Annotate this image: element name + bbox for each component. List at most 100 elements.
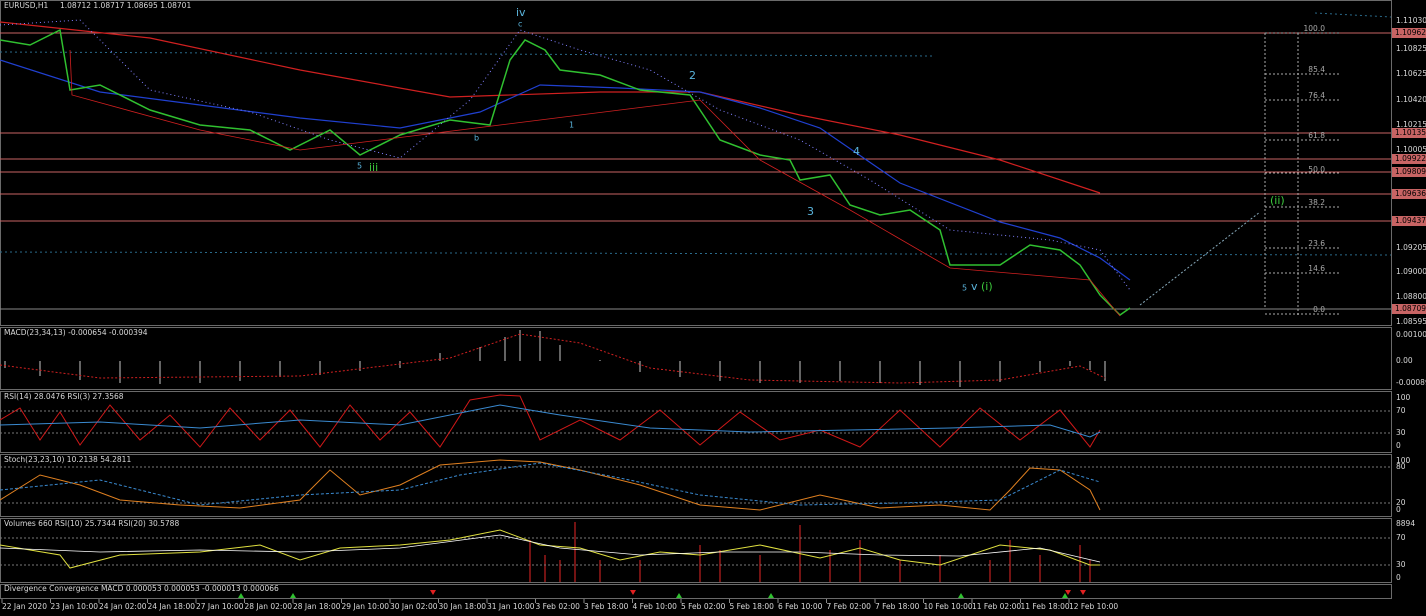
time-label: 24 Jan 18:00 (148, 602, 196, 611)
rsi-fast (0, 394, 1101, 448)
panel-scale: 8894 (1396, 519, 1415, 528)
time-label: 10 Feb 10:00 (924, 602, 973, 611)
time-label: 30 Jan 02:00 (390, 602, 438, 611)
fib-label: 14.6 (1308, 264, 1325, 273)
ma-slow (0, 21, 1101, 194)
time-label: 11 Feb 02:00 (972, 602, 1021, 611)
level-label: 1.09809 (1395, 167, 1426, 176)
panel-scale: 100 (1396, 456, 1411, 465)
symbol: EURUSD,H1 (4, 1, 48, 10)
level-tag (1392, 304, 1426, 314)
wave-label: 5 (357, 162, 362, 171)
fib-label: 38.2 (1308, 198, 1325, 207)
level-tag (1392, 167, 1426, 177)
price-label: 1.10420 (1396, 95, 1426, 104)
time-label: 27 Jan 10:00 (196, 602, 244, 611)
price-label: 1.09000 (1396, 267, 1426, 276)
wave-label: c (518, 20, 522, 29)
level-label: 1.09437 (1395, 216, 1426, 225)
panel-title: Volumes 660 RSI(10) 25.7344 RSI(20) 30.5… (4, 519, 179, 528)
level-tag (1392, 28, 1426, 38)
level-label: 1.10135 (1395, 128, 1426, 137)
levels (0, 32, 1391, 310)
stoch-main (0, 459, 1101, 511)
wave-label: 5 (962, 284, 967, 293)
wave-label: b (474, 134, 479, 143)
time-label: 3 Feb 18:00 (584, 602, 629, 611)
price-label: 1.09205 (1396, 243, 1426, 252)
rsi-slow (0, 404, 1101, 438)
wave-label: 1 (569, 121, 574, 130)
fib-label: 85.4 (1308, 65, 1325, 74)
fib-label: 100.0 (1304, 24, 1326, 33)
wave-label: v (971, 280, 978, 293)
time-label: 24 Jan 02:00 (99, 602, 147, 611)
panel-scale: 30 (1396, 560, 1406, 569)
panel-scale: 0.001009 (1396, 330, 1426, 339)
wave-label: (ii) (1270, 194, 1285, 207)
level-label: 1.10962 (1395, 28, 1426, 37)
panel-scale: 0.00 (1396, 356, 1413, 365)
price-label: 1.10005 (1396, 145, 1426, 154)
panel-scale: 30 (1396, 428, 1406, 437)
fib-label: 61.8 (1308, 131, 1325, 140)
time-label: 7 Feb 02:00 (827, 602, 872, 611)
time-label: 31 Jan 10:00 (487, 602, 535, 611)
panel-title: Divergence Convergence MACD 0.000053 0.0… (4, 584, 279, 593)
time-label: 12 Feb 10:00 (1069, 602, 1118, 611)
time-label: 28 Jan 18:00 (293, 602, 341, 611)
level-label: 1.08709 (1395, 304, 1426, 313)
macd-signal (0, 333, 1106, 384)
time-label: 22 Jan 2020 (2, 602, 47, 611)
wave-label: 2 (689, 69, 696, 82)
panel-scale: 70 (1396, 533, 1406, 542)
price-down (69, 49, 1121, 317)
panel-scale: 0 (1396, 573, 1401, 582)
time-label: 29 Jan 10:00 (342, 602, 390, 611)
price-label: 1.11030 (1396, 16, 1426, 25)
panel-scale: 20 (1396, 498, 1406, 507)
panel-scale: 0 (1396, 441, 1401, 450)
panel-title: MACD(23,34,13) -0.000654 -0.000394 (4, 328, 148, 337)
ma-mid (0, 59, 1131, 281)
time-label: 28 Jan 02:00 (245, 602, 293, 611)
volume-bars (529, 522, 1091, 582)
price-label: 1.10215 (1396, 120, 1426, 129)
fibonacci (1139, 32, 1340, 315)
fib-label: 0.0 (1313, 305, 1325, 314)
fib-label: 50.0 (1308, 165, 1325, 174)
panel-scale: 80 (1396, 462, 1406, 471)
time-label: 7 Feb 18:00 (875, 602, 920, 611)
time-label: 11 Feb 18:00 (1021, 602, 1070, 611)
panel-scale: 0 (1396, 505, 1401, 514)
panel-scale: -0.000896 (1396, 378, 1426, 387)
time-label: 5 Feb 02:00 (681, 602, 726, 611)
panel-title: Stoch(23,23,10) 10.2138 54.2811 (4, 455, 131, 464)
fib-label: 23.6 (1308, 239, 1325, 248)
fib-label: 76.4 (1308, 91, 1325, 100)
volume-rsi-slow (0, 534, 1101, 563)
level-tag (1392, 189, 1426, 199)
price-label: 1.08595 (1396, 317, 1426, 326)
panel-frames (0, 0, 1392, 599)
time-label: 3 Feb 02:00 (536, 602, 581, 611)
time-label: 5 Feb 18:00 (730, 602, 775, 611)
wave-label: 3 (807, 205, 814, 218)
time-label: 4 Feb 10:00 (633, 602, 678, 611)
panel-scale: 100 (1396, 393, 1411, 402)
time-label: 30 Jan 18:00 (439, 602, 487, 611)
price (0, 28, 1131, 316)
wave-label: (i) (981, 280, 993, 293)
channel-lines (0, 12, 1392, 256)
level-label: 1.09922 (1395, 154, 1426, 163)
quote: 1.08712 1.08717 1.08695 1.08701 (60, 1, 191, 10)
level-tag (1392, 154, 1426, 164)
level-tag (1392, 128, 1426, 138)
panel-scale: 70 (1396, 406, 1406, 415)
price-label: 1.10625 (1396, 69, 1426, 78)
panel-title: RSI(14) 28.0476 RSI(3) 27.3568 (4, 392, 124, 401)
stoch-signal (0, 462, 1101, 506)
price-label: 1.10825 (1396, 44, 1426, 53)
